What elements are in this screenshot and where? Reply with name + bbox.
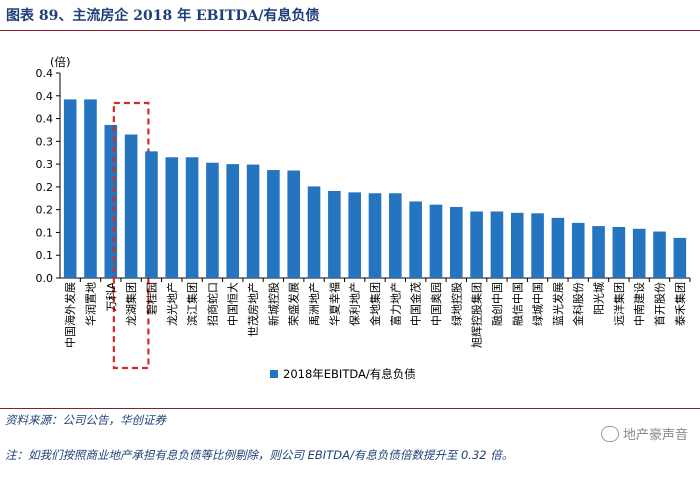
bar-chart: (倍) 0.0 0.1 0.1 0.2 0.2 0.3 0.3 0.4 0.4 0.4 中国海外发展… <box>36 55 691 381</box>
bar <box>429 204 443 278</box>
y-tick-label: 0.1 <box>36 226 54 239</box>
x-tick-label: 荣盛发展 <box>287 282 301 326</box>
bar <box>653 231 666 278</box>
x-tick-label: 保利地产 <box>348 282 362 326</box>
y-tick-label: 0.4 <box>36 67 54 80</box>
bar <box>673 237 687 278</box>
source-text: 资料来源：公司公告，华创证券 <box>5 413 166 427</box>
x-tick-label: 蓝光发展 <box>551 282 565 326</box>
x-tick-label: 金科股份 <box>571 282 585 326</box>
bar <box>246 164 260 278</box>
legend-label: 2018年EBITDA/有息负债 <box>283 367 416 381</box>
x-tick-label: 绿地控股 <box>449 282 463 326</box>
bar <box>145 151 158 278</box>
bar <box>328 190 341 278</box>
x-tick-label: 绿城中国 <box>531 282 545 326</box>
x-tick-label: 阳光城 <box>592 282 606 315</box>
bar <box>287 170 301 278</box>
note-text: 注：如我们按照商业地产承担有息负债等比例剔除，则公司 EBITDA/有息负债倍数… <box>5 448 514 462</box>
x-tick-label: 中国海外发展 <box>63 282 77 348</box>
bar <box>490 211 504 278</box>
y-tick-label: 0.3 <box>36 158 54 171</box>
x-tick-label: 新城控股 <box>266 282 280 326</box>
chart-legend: 2018年EBITDA/有息负债 <box>270 367 416 381</box>
watermark-text: 地产豪声音 <box>622 428 688 443</box>
watermark: 地产豪声音 <box>600 424 688 443</box>
x-tick-label: 碧桂园 <box>144 282 158 315</box>
x-tick-label: 华润置地 <box>83 282 97 326</box>
x-tick-label: 华夏幸福 <box>327 282 341 326</box>
y-tick-label: 0.4 <box>36 90 54 103</box>
bar <box>226 164 240 278</box>
bar <box>185 157 199 278</box>
y-tick-label: 0.3 <box>36 135 54 148</box>
x-tick-label: 融信中国 <box>511 282 524 326</box>
y-tick-label: 0.2 <box>36 181 54 194</box>
title-divider <box>0 30 700 31</box>
bar <box>449 206 463 278</box>
x-tick-label: 中国恒大 <box>226 282 240 326</box>
x-tick-label: 禹洲地产 <box>307 282 321 326</box>
bar <box>531 213 544 278</box>
bar <box>206 162 219 278</box>
x-tick-label: 泰禾集团 <box>673 282 687 326</box>
x-tick-label: 远洋集团 <box>612 282 626 326</box>
bar <box>510 212 524 278</box>
chart-title: 图表 89、主流房企 2018 年 EBITDA/有息负债 <box>6 8 320 24</box>
bar <box>612 226 626 278</box>
wechat-icon <box>600 425 619 442</box>
x-tick-label: 龙湖集团 <box>124 282 138 326</box>
chart-bars <box>63 99 687 370</box>
bar <box>104 124 118 278</box>
bar <box>63 99 77 278</box>
y-tick-label: 0.0 <box>36 272 54 285</box>
x-tick-label: 中国金茂 <box>409 282 423 326</box>
bar <box>267 170 280 278</box>
bar <box>348 192 361 278</box>
x-tick-label: 金地集团 <box>368 282 382 326</box>
bar <box>165 157 179 278</box>
bar <box>307 186 321 278</box>
bar <box>551 217 565 278</box>
x-tick-label: 中国奥园 <box>429 282 443 326</box>
x-tick-label: 中南建设 <box>632 282 646 326</box>
y-tick-label: 0.1 <box>36 249 54 262</box>
bar <box>409 201 422 278</box>
x-tick-label: 融创中国 <box>491 282 504 326</box>
bar <box>632 228 646 278</box>
x-tick-label: 万科A <box>104 282 118 312</box>
y-tick-label: 0.2 <box>36 204 54 217</box>
bar <box>592 226 605 278</box>
x-tick-label: 世茂房地产 <box>246 282 260 337</box>
source-divider <box>0 408 700 409</box>
chart-category-labels: 中国海外发展 华润置地 万科A 龙湖集团 碧桂园 龙光地产 滨江集团 招商蛇口 中国恒大 世茂房地… <box>63 282 687 348</box>
x-tick-label: 滨江集团 <box>185 282 199 326</box>
y-axis-unit: (倍) <box>50 55 70 69</box>
bar <box>470 211 483 278</box>
bar <box>124 134 138 278</box>
x-tick-label: 龙光地产 <box>165 282 179 326</box>
x-tick-label: 招商蛇口 <box>205 282 219 326</box>
x-tick-label: 富力地产 <box>388 282 402 326</box>
y-tick-label: 0.4 <box>36 113 54 126</box>
bar <box>84 99 97 278</box>
legend-swatch <box>270 370 278 378</box>
bar <box>389 193 402 278</box>
x-tick-label: 旭辉控股集团 <box>470 282 484 348</box>
bar <box>571 222 585 278</box>
x-tick-label: 首开股份 <box>653 282 667 326</box>
bar <box>368 193 382 278</box>
